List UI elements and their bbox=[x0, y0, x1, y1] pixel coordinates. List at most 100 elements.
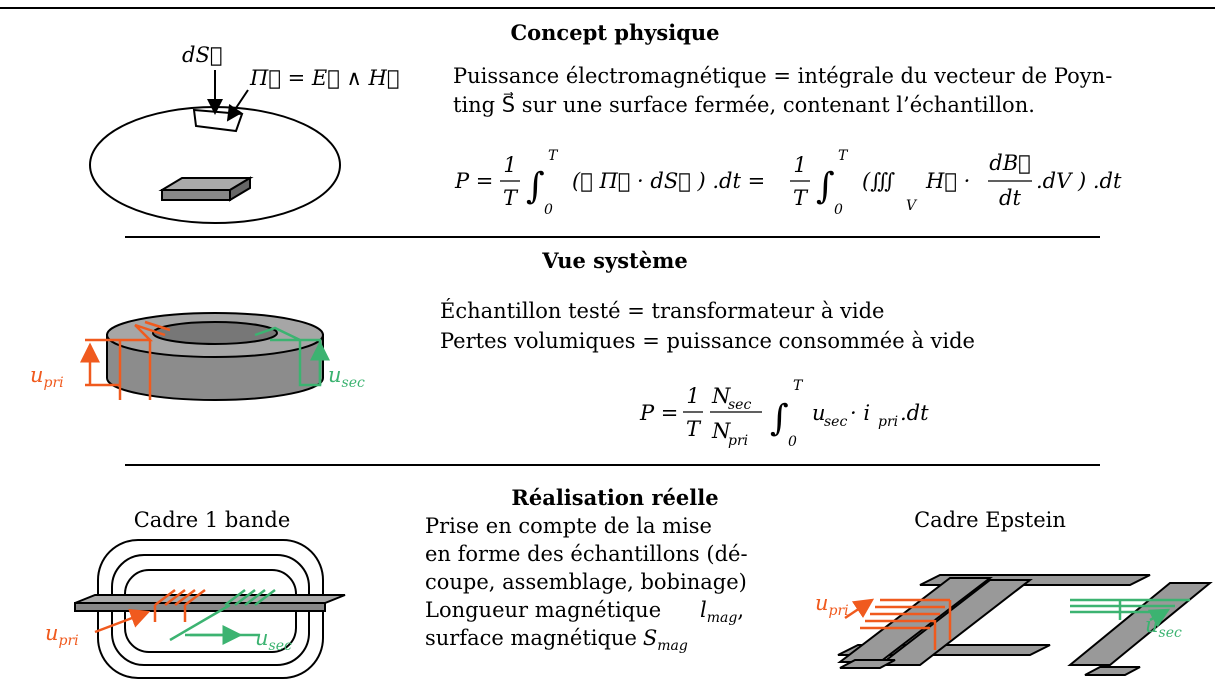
polygon-shape bbox=[192, 108, 244, 133]
lines-0: Échantillon testé = transformateur à vid… bbox=[440, 299, 885, 323]
formula-12: (∭ bbox=[862, 169, 895, 193]
real-left-caption: Cadre 1 bande bbox=[134, 508, 291, 532]
formula-14: H⃗ · bbox=[925, 169, 970, 193]
real-right-caption: Cadre Epstein bbox=[914, 508, 1066, 532]
text-part: sec bbox=[269, 638, 292, 654]
formula-9: 0 bbox=[788, 434, 797, 450]
text-part: u bbox=[30, 363, 44, 387]
lines-1: Pertes volumiques = puissance consommée … bbox=[440, 329, 975, 353]
formula-8: T bbox=[793, 378, 804, 394]
formula-6: pri bbox=[728, 433, 748, 449]
toroid bbox=[106, 312, 324, 401]
line-shape bbox=[844, 598, 875, 620]
formula-0: P = bbox=[639, 401, 678, 425]
formula-4: sec bbox=[728, 397, 751, 413]
u-pri-right: upri bbox=[815, 591, 849, 619]
path-shape bbox=[860, 598, 952, 650]
rect-shape bbox=[74, 602, 326, 612]
text-part: , bbox=[737, 598, 744, 622]
right-primary bbox=[844, 598, 952, 650]
formula-14: .dt bbox=[900, 401, 929, 425]
rules bbox=[0, 7, 1215, 466]
lines-2: coupe, assemblage, bobinage) bbox=[425, 570, 747, 594]
formula-9: ∫ bbox=[816, 166, 835, 207]
surface-line: surface magnétique Smag bbox=[425, 626, 688, 654]
formula-1: P = 1 T ∫ T 0 (∯ Π⃗ · dS⃗ ) .dt = 1 T ∫ … bbox=[454, 148, 1122, 218]
formula-17: .dV ) .dt bbox=[1036, 169, 1122, 193]
formula-13: V bbox=[906, 198, 918, 214]
formula-11: 0 bbox=[834, 202, 843, 218]
formula-8: T bbox=[793, 186, 809, 210]
text-part: l bbox=[700, 598, 707, 622]
text-part: mag bbox=[657, 638, 688, 654]
line-shape bbox=[226, 89, 249, 122]
u-sec-right: usec bbox=[1145, 613, 1182, 641]
labels-surface: dS⃗ bbox=[182, 43, 222, 67]
formula-7: ∫ bbox=[770, 398, 789, 439]
text-part: mag bbox=[707, 610, 738, 626]
labels-poynting: Π⃗ = E⃗ ∧ H⃗ bbox=[249, 66, 399, 90]
text-part: Longueur magnétique bbox=[425, 598, 661, 622]
formula-16: dt bbox=[999, 186, 1021, 210]
formula-2: T bbox=[503, 186, 519, 210]
polygon-shape bbox=[877, 579, 1033, 666]
u-sec: usec bbox=[328, 363, 365, 391]
formula-3: N bbox=[711, 384, 731, 408]
text-part: pri bbox=[44, 375, 64, 391]
formula-15: dB⃗ bbox=[989, 151, 1030, 175]
polygon-shape bbox=[229, 176, 251, 202]
text-part: u bbox=[45, 621, 59, 645]
formula-13: pri bbox=[878, 414, 898, 430]
u-sec-left: usec bbox=[255, 626, 292, 654]
formula-1: 1 bbox=[686, 384, 699, 408]
left-primary bbox=[94, 589, 206, 634]
path-shape bbox=[85, 320, 171, 400]
path-shape bbox=[1070, 598, 1190, 620]
u-pri-left: upri bbox=[45, 621, 79, 649]
left-secondary bbox=[169, 589, 276, 645]
formula-1: 1 bbox=[503, 153, 516, 177]
length-line: Longueur magnétique lmag, bbox=[425, 598, 744, 626]
polygon-shape bbox=[161, 189, 231, 201]
formula-2: T bbox=[686, 417, 702, 441]
system-title: Vue système bbox=[541, 248, 687, 273]
single-strip-frame bbox=[74, 539, 346, 679]
lines-1: ting S⃗ sur une surface fermée, contenan… bbox=[453, 92, 1035, 117]
lines-0: Puissance électromagnétique = intégrale … bbox=[453, 64, 1112, 88]
formula-0: P = bbox=[454, 169, 493, 193]
ellipse-shape bbox=[152, 321, 278, 345]
text-part: S bbox=[643, 626, 657, 650]
polygon-shape bbox=[1067, 582, 1213, 666]
formula-6: (∯ Π⃗ · dS⃗ ) .dt = bbox=[572, 169, 765, 193]
text-part: u bbox=[255, 626, 269, 650]
text-part: pri bbox=[829, 603, 849, 619]
formula-5: N bbox=[711, 419, 731, 443]
formula-7: 1 bbox=[793, 153, 806, 177]
polygon-shape bbox=[74, 594, 346, 604]
polygon-shape bbox=[1084, 666, 1141, 676]
epstein-frame bbox=[837, 574, 1213, 676]
formula-10: T bbox=[838, 148, 849, 164]
u-pri: upri bbox=[30, 363, 64, 391]
line-shape bbox=[94, 608, 151, 634]
text-part: u bbox=[815, 591, 829, 615]
text-part: sec bbox=[342, 375, 365, 391]
line-shape bbox=[1147, 608, 1171, 628]
text-part: u bbox=[328, 363, 342, 387]
primary-winding bbox=[80, 320, 171, 400]
formula-12: · i bbox=[850, 401, 870, 425]
formula-11: sec bbox=[824, 414, 847, 430]
formula-2: P = 1 T N sec N pri ∫ T 0 u sec · i pri … bbox=[639, 378, 929, 450]
formula-4: T bbox=[548, 148, 559, 164]
text-part: pri bbox=[59, 633, 79, 649]
path-shape bbox=[153, 589, 206, 622]
right-secondary bbox=[1070, 598, 1190, 628]
formula-3: ∫ bbox=[526, 166, 545, 207]
formula-10: u bbox=[812, 401, 826, 425]
real-title: Réalisation réelle bbox=[511, 485, 718, 510]
text-part: sec bbox=[1159, 625, 1182, 641]
path-shape bbox=[169, 589, 276, 642]
